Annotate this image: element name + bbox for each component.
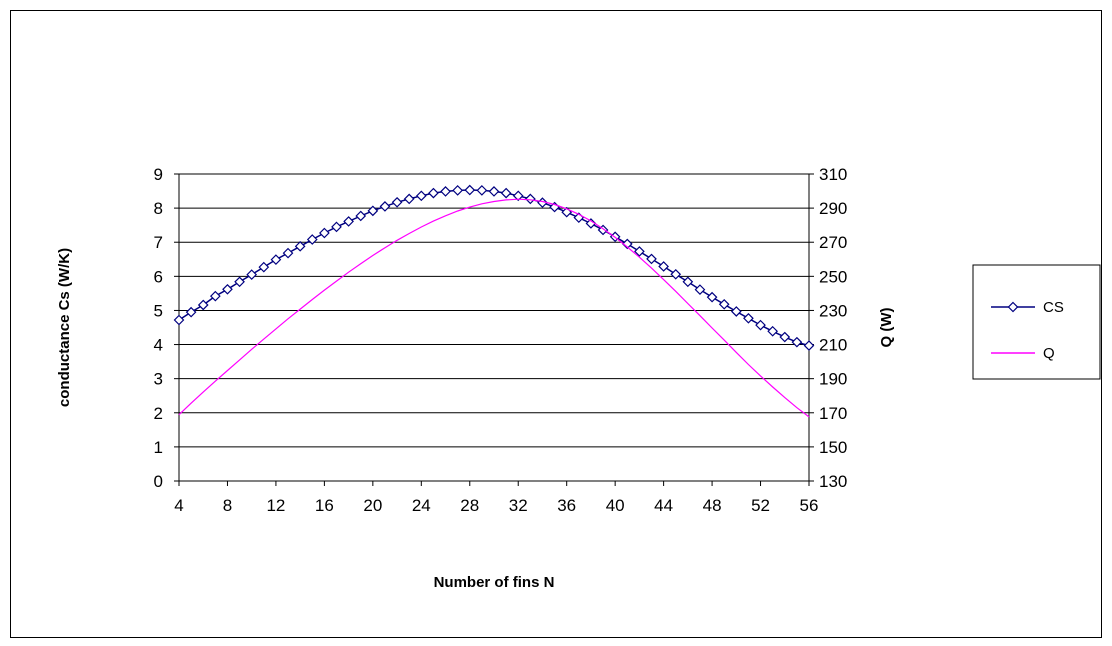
series-point-cs-51 [791,336,803,348]
series-point-cs-48 [755,319,766,331]
x-tick-label-5: 24 [412,496,431,515]
series-line-q [178,198,810,418]
x-tick-label-10: 44 [654,496,673,515]
legend-box [972,264,1101,380]
x-tick-label-7: 32 [509,496,528,515]
chart-frame: 0 1 2 3 4 5 6 7 8 9 130 150 170 190 210 230 250 270 290 310… [10,10,1102,638]
series-point-cs-13 [331,221,342,233]
series-point-cs-5 [234,276,245,288]
series-point-cs-20 [415,190,427,202]
series-point-cs-28 [512,190,524,202]
x-tick-label-2: 12 [266,496,285,515]
series-point-cs-10 [294,240,306,252]
series-point-cs-16 [367,205,379,217]
series-point-cs-39 [646,253,657,265]
series-point-cs-52 [803,340,815,351]
series-line-cs [178,189,810,347]
x-tick-label-11: 48 [703,496,722,515]
series-layer [173,184,815,418]
series-point-cs-4 [222,283,233,295]
y2-tick-label-1: 150 [819,438,847,457]
x-tick-label-1: 8 [223,496,232,515]
series-point-cs-46 [730,306,742,317]
x-tick-label-3: 16 [315,496,334,515]
series-point-cs-49 [767,325,779,337]
legend-label-q: Q [1043,345,1055,362]
legend-marker-cs [1007,301,1019,313]
series-point-cs-3 [209,290,221,302]
x-tick-label-4: 20 [363,496,382,515]
series-point-cs-43 [694,284,706,295]
series-point-cs-21 [428,187,439,199]
legend-item-q: Q [991,345,1055,362]
x-tick-label-8: 36 [557,496,576,515]
series-point-cs-7 [258,261,270,273]
legend: CS Q [972,264,1101,380]
y-axis-title: conductance Cs (W/K) [56,248,73,407]
y2-axis-title: Q (W) [878,308,895,348]
series-point-cs-40 [658,261,669,272]
y-tick-label-2: 2 [154,404,163,423]
legend-item-cs: CS [991,299,1064,316]
series-point-cs-6 [246,269,258,280]
series-point-cs-23 [452,185,464,196]
y2-tick-label-2: 170 [819,404,847,423]
series-point-cs-27 [500,187,512,199]
series-point-cs-38 [634,246,645,257]
x-tick-label-12: 52 [751,496,770,515]
series-point-cs-2 [197,299,209,311]
y2-tick-label-5: 230 [819,301,847,320]
series-point-cs-25 [476,185,488,196]
series-point-cs-29 [524,193,536,205]
tick-labels: 0123456789130150170190210230250270290310… [154,165,848,515]
series-point-cs-8 [270,254,282,265]
series-point-cs-15 [355,210,367,222]
series-point-cs-37 [621,238,633,250]
series-point-cs-44 [706,291,718,303]
series-point-cs-19 [403,193,415,205]
gridlines [179,173,809,448]
series-point-cs-26 [488,186,500,197]
y2-tick-label-6: 250 [819,267,847,286]
y-tick-label-5: 5 [154,301,163,320]
chart-svg: 0123456789130150170190210230250270290310… [56,165,1101,591]
legend-label-cs: CS [1043,299,1064,316]
series-point-cs-42 [682,276,694,288]
x-tick-label-0: 4 [174,496,183,515]
series-point-cs-18 [391,196,403,208]
y2-tick-label-3: 190 [819,370,847,389]
series-point-cs-45 [718,298,730,310]
y-tick-label-7: 7 [154,233,163,252]
y2-tick-label-7: 270 [819,233,847,252]
y2-tick-label-4: 210 [819,336,847,355]
series-point-cs-11 [306,234,318,245]
y-tick-label-1: 1 [154,438,163,457]
x-tick-label-6: 28 [460,496,479,515]
y-tick-label-9: 9 [154,165,163,184]
y-tick-label-4: 4 [154,336,163,355]
y-tick-label-8: 8 [154,199,163,218]
y-tick-label-3: 3 [154,370,163,389]
series-point-cs-50 [779,331,791,343]
series-point-cs-47 [743,312,754,324]
y2-tick-label-9: 310 [819,165,847,184]
y-tick-label-0: 0 [154,472,163,491]
series-point-cs-9 [282,247,294,259]
series-point-cs-14 [343,216,354,227]
x-axis-title: Number of fins N [434,574,555,591]
y2-tick-label-8: 290 [819,199,847,218]
series-point-cs-41 [670,268,682,280]
series-point-cs-22 [440,186,451,197]
series-point-cs-24 [464,184,476,196]
x-tick-label-9: 40 [606,496,625,515]
series-point-cs-0 [173,314,185,326]
series-point-cs-34 [585,218,597,229]
series-point-cs-1 [185,306,197,318]
y-tick-label-6: 6 [154,267,163,286]
y2-tick-label-0: 130 [819,472,847,491]
axes [174,173,814,486]
x-tick-label-13: 56 [800,496,819,515]
series-point-cs-12 [319,227,330,239]
series-point-cs-17 [379,201,391,212]
